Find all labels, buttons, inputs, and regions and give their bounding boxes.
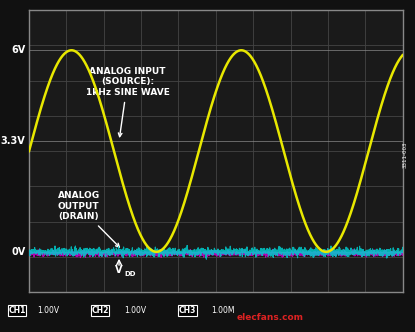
Text: 1.00V: 1.00V [37,306,59,315]
Text: CH2: CH2 [91,306,109,315]
Text: CH3: CH3 [178,306,196,315]
Text: 3311-003: 3311-003 [402,141,407,168]
Text: 6V: 6V [11,45,25,55]
Text: 3.3V: 3.3V [0,136,25,146]
Text: V: V [115,265,123,275]
Text: 1.00V: 1.00V [124,306,146,315]
Text: 0V: 0V [11,247,25,257]
Text: ANALOG
OUTPUT
(DRAIN): ANALOG OUTPUT (DRAIN) [58,191,120,247]
Text: CH1: CH1 [8,306,26,315]
Text: ANALOG INPUT
(SOURCE):
1kHz SINE WAVE: ANALOG INPUT (SOURCE): 1kHz SINE WAVE [85,67,169,137]
Text: DD: DD [124,271,136,277]
Text: elecfans.com: elecfans.com [237,312,303,322]
Text: 1.00M: 1.00M [212,306,235,315]
